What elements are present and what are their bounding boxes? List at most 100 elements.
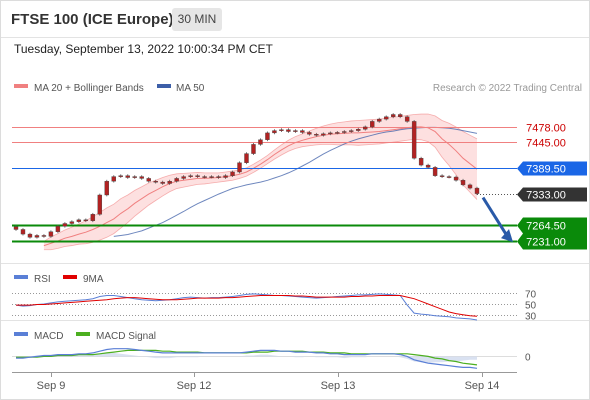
candle-body [146,178,151,182]
candle-body [439,175,445,177]
price-pane: 7478.00 7445.00 7389.50 7333.00 7264.50 7231.… [12,113,587,251]
timeframe-badge[interactable]: 30 MIN [172,8,222,31]
candle-body [195,175,200,177]
candle-body [104,180,110,196]
candle-body [411,121,417,159]
header-bar: FTSE 100 (ICE Europe) 30 MIN [1,1,589,37]
legend-label-bollinger: MA 20 + Bollinger Bands [34,83,144,94]
candle-body [377,118,382,122]
forecast-arrow-shaft [481,196,508,235]
ma50-line [113,126,478,237]
legend-label-rsi-ma: 9MA [83,274,104,285]
x-tick-label-2: Sep 13 [321,380,356,392]
x-tick-label-1: Sep 12 [177,380,212,392]
ma20-line [43,126,478,247]
candle-body [55,226,61,232]
level-label-4: 7264.50 [526,221,566,233]
candle-body [397,114,403,117]
candle-body [76,219,82,222]
bollinger-upper-line [43,113,478,242]
candle-body [41,235,47,237]
candle-body [62,223,68,227]
candle-body [370,121,375,128]
candle-body [181,176,186,179]
candle-body [286,129,291,132]
candle-body [230,171,235,176]
candle-body [328,132,333,135]
legend-label-ma50: MA 50 [176,83,205,94]
candle-body [363,126,368,130]
legend-swatch-bollinger [14,84,28,88]
candle-body [258,139,263,145]
candle-body [125,175,130,178]
candle-body [356,129,361,131]
rsi-tick-label-1: 50 [525,301,537,312]
candle-body [188,175,193,177]
research-credit: Research © 2022 Trading Central [433,83,582,94]
legend-swatch-macd-signal [76,332,90,336]
candle-body [111,176,116,182]
level-label-5: 7231.00 [526,237,566,249]
macd-tick-label-0: 0 [525,353,531,364]
candle-body [216,176,221,178]
level-box-4 [517,217,587,234]
level-label-0: 7478.00 [526,123,566,135]
candle-body [20,229,26,235]
forecast-arrow-head [501,229,513,243]
candle-body [453,176,459,181]
legend-swatch-rsi-ma [63,275,77,279]
x-tick-label-3: Sep 14 [465,380,500,392]
legend-label-rsi: RSI [34,274,51,285]
level-label-1: 7445.00 [526,138,566,150]
candle-body [34,235,40,238]
rsi-tick-label-0: 70 [525,290,537,301]
level-label-2: 7389.50 [526,164,566,176]
timestamp-line: Tuesday, September 13, 2022 10:00:34 PM … [14,42,273,56]
legend-label-macd-signal: MACD Signal [96,331,156,342]
candle-body [272,130,277,134]
candle-body [300,130,305,133]
level-box-3 [517,187,587,202]
candle-body [383,116,389,120]
candle-body [209,176,214,178]
candle-body [153,180,158,183]
candle-body [251,144,256,154]
candle-body [97,194,103,215]
candle-body [349,130,354,132]
instrument-title: FTSE 100 (ICE Europe) [11,11,174,28]
candle-body [202,176,207,178]
x-tick-label-0: Sep 9 [37,380,66,392]
candle-body [307,132,312,135]
candle-body [432,167,438,176]
macd-histogram [16,352,477,364]
candle-body [13,226,19,230]
macd-signal-line [16,349,478,366]
candle-body [132,176,137,178]
x-axis: Sep 9 Sep 12 Sep 13 Sep 14 [37,372,500,392]
macd-pane: 0 [12,348,531,369]
candle-body [418,157,424,166]
candle-body [90,214,96,221]
candle-body [404,116,410,122]
rsi-ma-line [16,295,478,317]
candle-body [425,164,431,168]
candle-body [69,221,75,224]
candle-body [335,132,340,134]
candle-body [342,131,347,133]
candle-body [27,233,33,238]
legend-swatch-macd [14,332,28,336]
candle-body [167,180,172,184]
candle-body [244,153,249,163]
candle-body [390,114,396,117]
candle-body [467,184,473,189]
candle-body [279,129,284,131]
rsi-tick-label-2: 30 [525,312,537,323]
candle-body [160,181,165,184]
candle-body [48,231,54,237]
level-box-5 [517,233,587,250]
legend-label-macd: MACD [34,331,63,342]
candle-body [174,178,179,182]
candle-body [265,132,270,140]
